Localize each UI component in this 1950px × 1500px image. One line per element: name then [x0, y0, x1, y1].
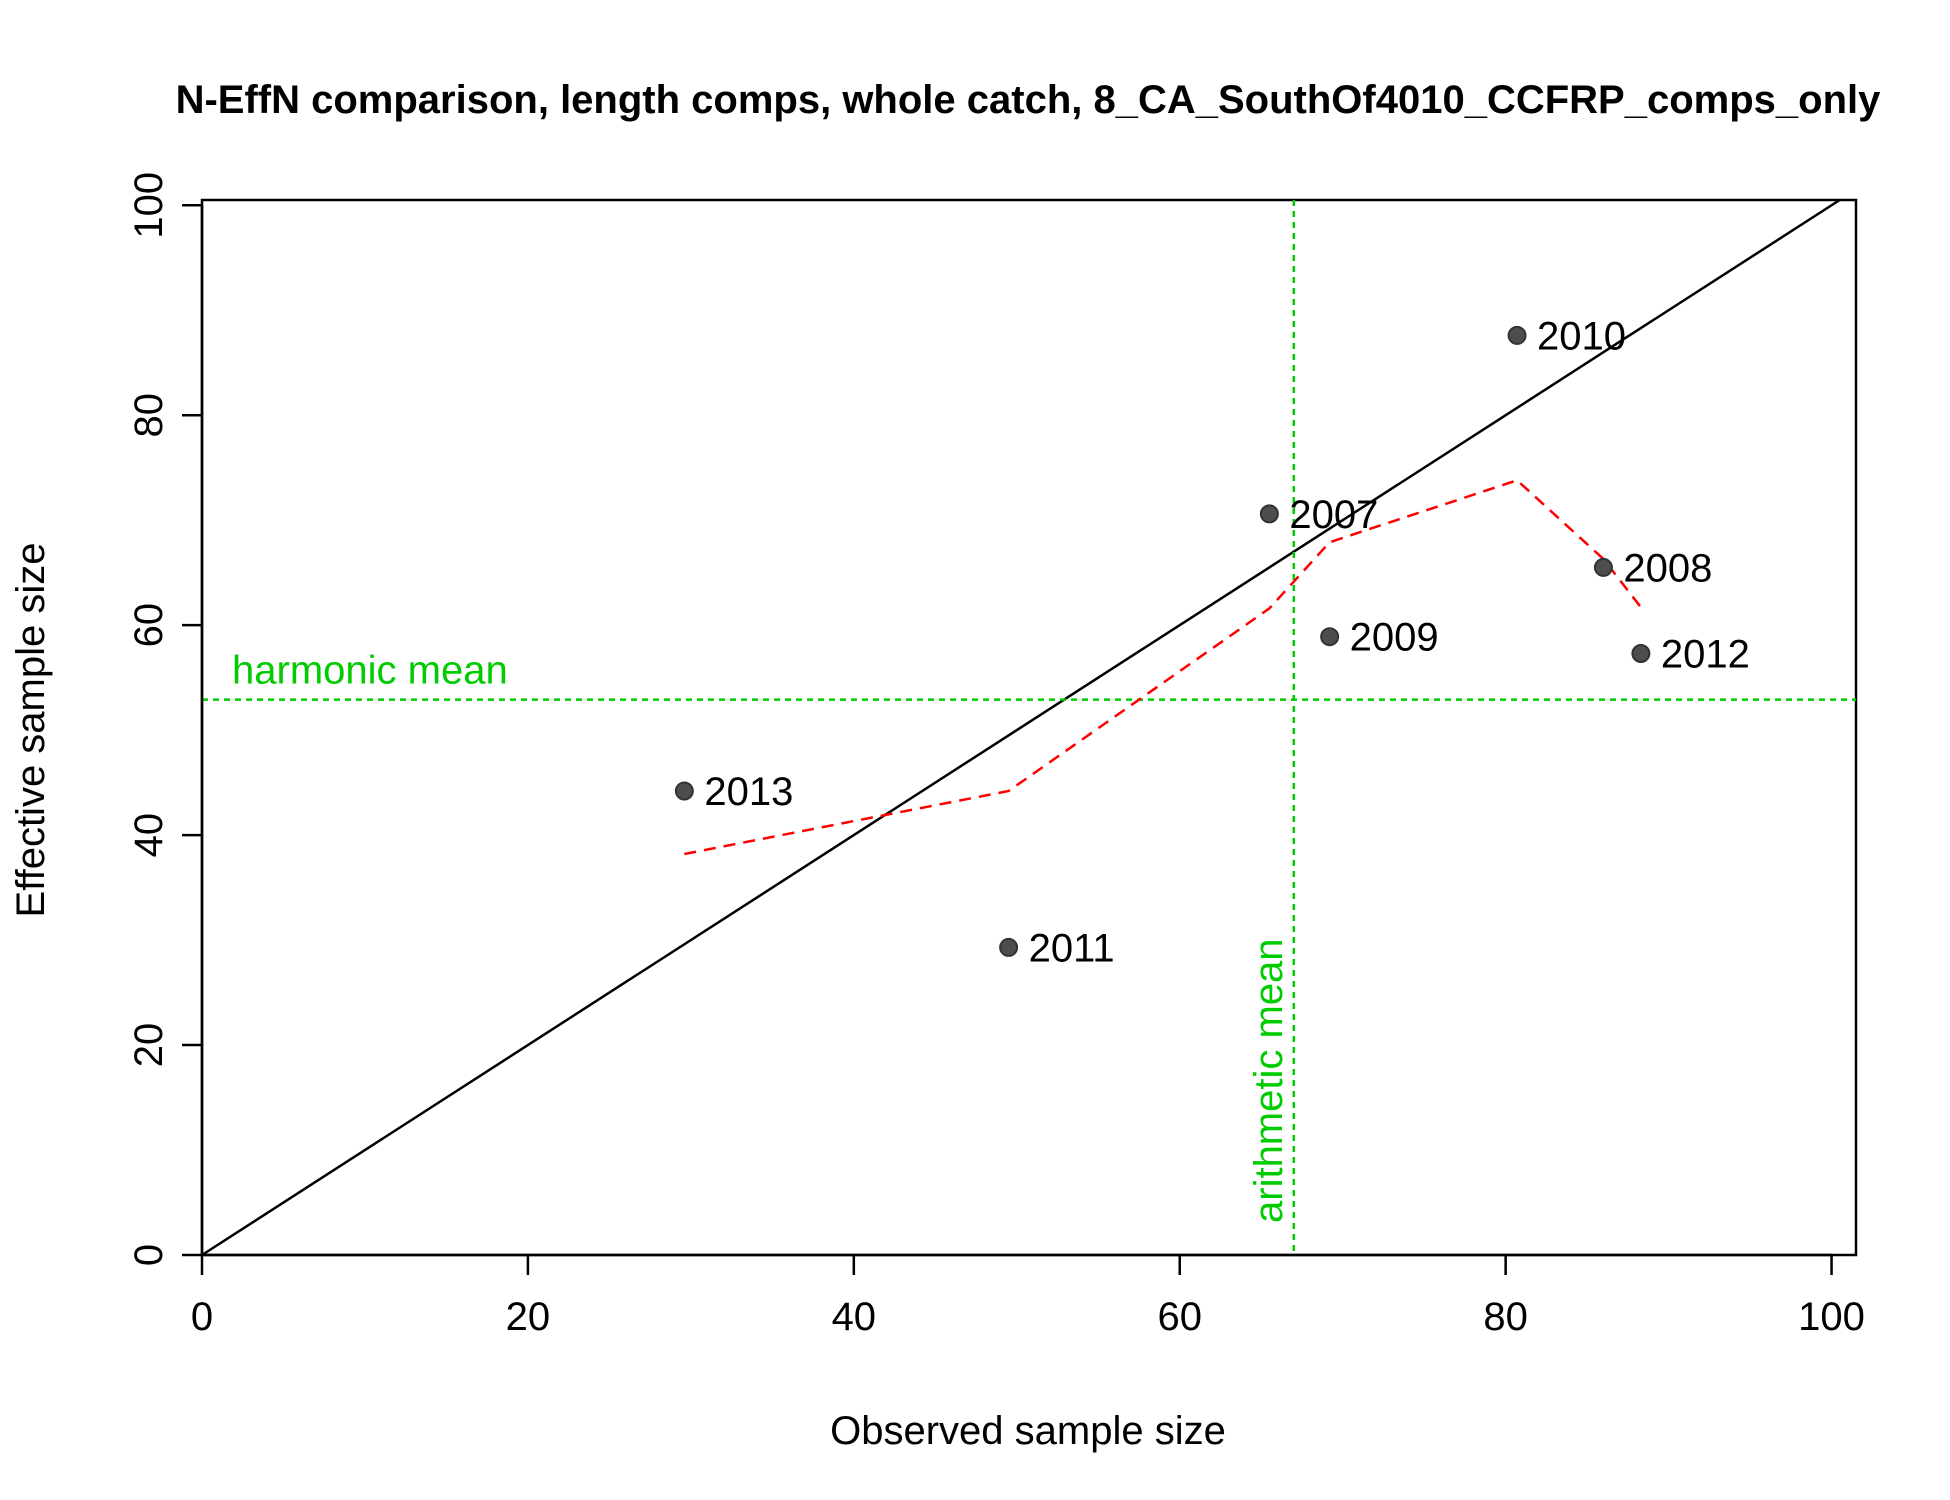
x-tick-label: 20 — [506, 1295, 551, 1339]
x-tick-label: 40 — [832, 1295, 877, 1339]
arithmetic-mean-label: arithmetic mean — [1247, 938, 1291, 1223]
x-axis-label: Observed sample size — [830, 1409, 1226, 1453]
data-point-2013 — [674, 781, 694, 801]
data-point-2008 — [1593, 557, 1613, 577]
data-point-2012 — [1631, 643, 1651, 663]
y-tick-label: 60 — [127, 603, 171, 648]
one-to-one-line — [201, 198, 1841, 1257]
data-point-2011 — [999, 937, 1019, 957]
data-point-label-2013: 2013 — [704, 770, 793, 814]
data-point-2009 — [1320, 627, 1340, 647]
data-point-label-2011: 2011 — [1029, 926, 1115, 970]
y-tick-label: 40 — [127, 813, 171, 858]
smoother-line — [684, 478, 1642, 856]
y-axis-label: Effective sample size — [9, 543, 53, 918]
y-tick-label: 80 — [127, 393, 171, 438]
data-point-label-2010: 2010 — [1537, 314, 1626, 358]
data-point-label-2008: 2008 — [1623, 546, 1712, 590]
chart-title: N-EffN comparison, length comps, whole c… — [176, 78, 1882, 122]
x-tick-label: 0 — [191, 1295, 213, 1339]
y-tick-label: 100 — [127, 172, 171, 239]
data-point-label-2012: 2012 — [1661, 632, 1750, 676]
data-point-label-2009: 2009 — [1350, 616, 1439, 660]
x-tick-label: 80 — [1483, 1295, 1528, 1339]
data-point-label-2007: 2007 — [1289, 493, 1378, 537]
x-tick-label: 60 — [1157, 1295, 1202, 1339]
y-tick-label: 20 — [127, 1023, 171, 1068]
x-tick-label: 100 — [1798, 1295, 1865, 1339]
harmonic-mean-label: harmonic mean — [232, 649, 508, 693]
plot-area: harmonic mean arithmetic mean 2007 2008 2009… — [127, 172, 1865, 1339]
data-point-2007 — [1259, 504, 1279, 524]
y-tick-label: 0 — [127, 1244, 171, 1266]
data-point-2010 — [1507, 325, 1527, 345]
